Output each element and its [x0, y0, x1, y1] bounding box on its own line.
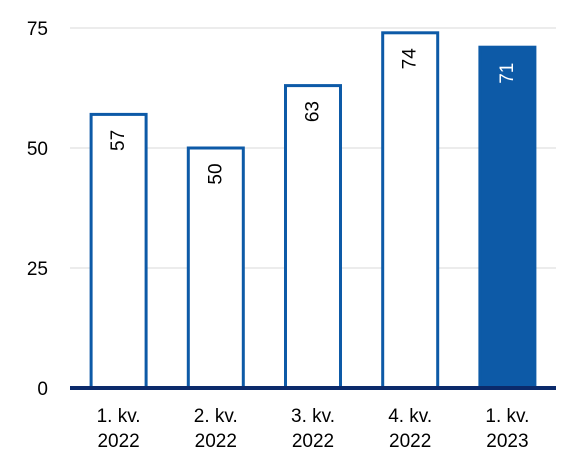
category-label-1-line-2: 2022 — [97, 431, 139, 452]
bar-2 — [186, 146, 245, 390]
bars — [89, 31, 537, 390]
bar-3 — [284, 84, 342, 390]
data-label-3: 63 — [303, 101, 324, 122]
category-label-1-line-1: 1. kv. — [97, 406, 141, 427]
data-label-4: 74 — [400, 48, 421, 70]
data-labels: 57 50 63 74 71 — [108, 48, 518, 185]
bar-5 — [478, 45, 537, 390]
data-label-2: 50 — [205, 163, 226, 184]
y-tick-label-25: 25 — [27, 259, 48, 280]
x-axis-categories: 1. kv. 2022 2. kv. 2022 3. kv. 2022 4. kv. 2022… — [97, 406, 530, 452]
category-label-4-line-2: 2022 — [389, 431, 431, 452]
category-label-5-line-2: 2023 — [486, 431, 528, 452]
y-tick-label-0: 0 — [37, 379, 48, 400]
y-tick-label-75: 75 — [27, 19, 48, 40]
category-label-4-line-1: 4. kv. — [388, 406, 432, 427]
y-tick-label-50: 50 — [27, 139, 48, 160]
bar-1 — [89, 112, 148, 390]
data-label-5: 71 — [497, 63, 518, 84]
category-label-3-line-2: 2022 — [292, 431, 334, 452]
category-label-5-line-1: 1. kv. — [485, 406, 529, 427]
category-label-2-line-1: 2. kv. — [194, 406, 238, 427]
category-label-2-line-2: 2022 — [195, 431, 237, 452]
data-label-1: 57 — [108, 130, 129, 151]
bar-4 — [381, 31, 440, 390]
y-axis-ticks: 0 25 50 75 — [27, 19, 48, 400]
category-label-3-line-1: 3. kv. — [291, 406, 335, 427]
